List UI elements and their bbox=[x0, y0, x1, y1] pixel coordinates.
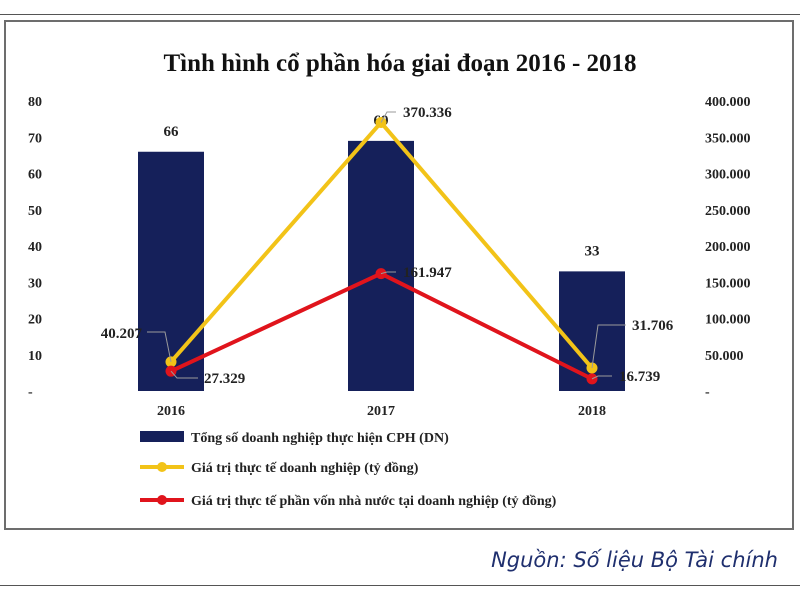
x-tick-label: 2016 bbox=[157, 404, 185, 419]
legend-label: Tổng số doanh nghiệp thực hiện CPH (DN) bbox=[191, 431, 449, 446]
y-left-tick-label: 50 bbox=[28, 204, 42, 219]
y-right-tick-label: - bbox=[705, 385, 710, 400]
bar-2017 bbox=[348, 140, 414, 391]
y-right-tick-label: 200.000 bbox=[705, 240, 751, 255]
y-left-tick-label: 80 bbox=[28, 95, 42, 110]
line-data-label: 16.739 bbox=[619, 369, 660, 385]
legend-swatch-bar bbox=[140, 431, 184, 442]
y-left-tick-label: 30 bbox=[28, 276, 42, 291]
y-left-tick-label: 20 bbox=[28, 313, 42, 328]
y-right-tick-label: 150.000 bbox=[705, 276, 751, 291]
y-left-tick-label: 60 bbox=[28, 168, 42, 183]
y-right-tick-label: 50.000 bbox=[705, 349, 744, 364]
callout-leader bbox=[147, 331, 172, 362]
top-rule bbox=[0, 14, 800, 15]
y-left-tick-label: - bbox=[28, 385, 33, 400]
bottom-rule bbox=[0, 585, 800, 586]
line-data-label: 31.706 bbox=[632, 318, 674, 334]
line-data-label: 370.336 bbox=[403, 105, 452, 121]
y-left-tick-label: 10 bbox=[28, 349, 42, 364]
line-data-label: 161.947 bbox=[403, 265, 452, 281]
legend-swatch-marker bbox=[157, 495, 167, 505]
y-right-tick-label: 400.000 bbox=[705, 95, 751, 110]
callout-leader bbox=[380, 271, 396, 275]
line-data-label: 40.207 bbox=[101, 326, 143, 342]
chart-title: Tình hình cổ phần hóa giai đoạn 2016 - 2… bbox=[163, 50, 637, 77]
bar-2016 bbox=[138, 151, 204, 391]
y-right-tick-label: 250.000 bbox=[705, 204, 751, 219]
y-right-tick-label: 350.000 bbox=[705, 131, 751, 146]
bar-data-label: 66 bbox=[164, 124, 180, 140]
callout-leader bbox=[591, 324, 626, 369]
x-tick-label: 2018 bbox=[578, 404, 606, 419]
legend-label: Giá trị thực tế doanh nghiệp (tỷ đồng) bbox=[191, 461, 419, 476]
source-note: Nguồn: Số liệu Bộ Tài chính bbox=[491, 548, 778, 572]
callout-leader bbox=[380, 111, 396, 123]
legend-label: Giá trị thực tế phần vốn nhà nước tại do… bbox=[191, 494, 557, 509]
legend-swatch-marker bbox=[157, 462, 167, 472]
callout-leader bbox=[170, 370, 198, 379]
line-data-label: 27.329 bbox=[204, 371, 245, 387]
callout-leader bbox=[591, 375, 612, 380]
y-right-tick-label: 100.000 bbox=[705, 313, 751, 328]
x-tick-label: 2017 bbox=[367, 404, 395, 419]
y-left-tick-label: 40 bbox=[28, 240, 42, 255]
y-left-tick-label: 70 bbox=[28, 131, 42, 146]
bar-data-label: 33 bbox=[585, 243, 600, 259]
y-right-tick-label: 300.000 bbox=[705, 168, 751, 183]
